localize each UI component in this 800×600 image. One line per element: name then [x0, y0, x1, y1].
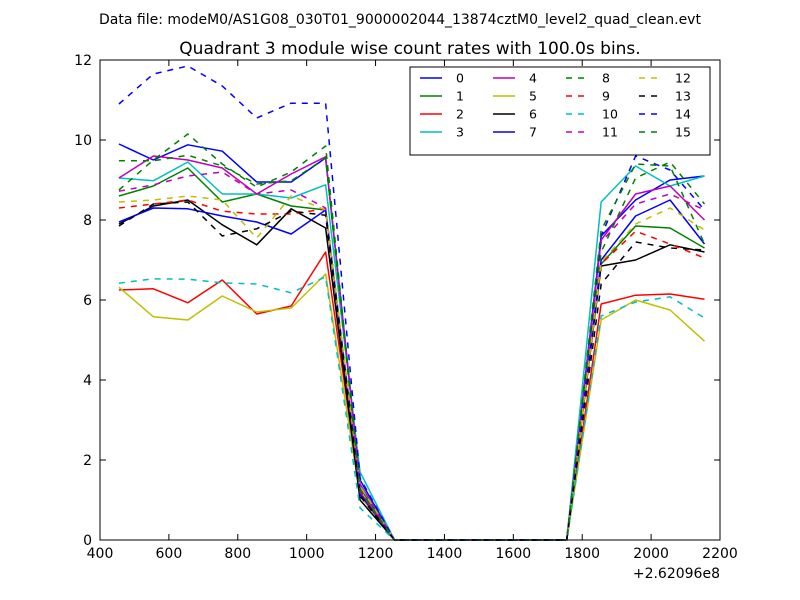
legend-label-12: 12	[675, 71, 691, 86]
series-line-5	[118, 273, 706, 541]
legend-label-4: 4	[529, 71, 537, 86]
legend-label-5: 5	[529, 89, 537, 104]
chart-title: Quadrant 3 module wise count rates with …	[179, 39, 640, 59]
legend-label-0: 0	[456, 71, 464, 86]
y-tick-label-10: 10	[74, 133, 92, 149]
y-tick-label-4: 4	[83, 373, 92, 389]
y-tick-label-8: 8	[83, 213, 92, 229]
figure-suptitle: Data file: modeM0/AS1G08_030T01_90000020…	[99, 12, 701, 28]
x-tick-label-600: 600	[156, 546, 183, 562]
x-tick-label-2200: 2200	[702, 546, 738, 562]
x-tick-label-2000: 2000	[633, 546, 669, 562]
legend-label-6: 6	[529, 107, 537, 122]
legend-label-13: 13	[675, 89, 691, 104]
legend-label-14: 14	[675, 107, 691, 122]
x-tick-label-800: 800	[224, 546, 251, 562]
legend-label-11: 11	[602, 125, 618, 140]
series-line-10	[118, 276, 705, 541]
x-tick-label-1600: 1600	[496, 546, 532, 562]
series-line-14	[118, 65, 706, 541]
legend-label-15: 15	[675, 125, 691, 140]
series-line-7	[118, 199, 706, 541]
legend-label-7: 7	[529, 125, 537, 140]
legend-label-1: 1	[456, 89, 464, 104]
series-line-15	[118, 154, 706, 541]
legend-label-2: 2	[456, 107, 464, 122]
y-tick-label-6: 6	[83, 293, 92, 309]
series-line-11	[118, 171, 705, 541]
legend-label-8: 8	[602, 71, 610, 86]
x-tick-label-1200: 1200	[358, 546, 394, 562]
x-tick-label-1400: 1400	[427, 546, 463, 562]
legend-label-9: 9	[602, 89, 610, 104]
series-line-6	[118, 199, 705, 541]
x-tick-label-1000: 1000	[289, 546, 325, 562]
legend-box	[409, 66, 711, 156]
series-line-13	[118, 201, 705, 541]
legend-label-10: 10	[602, 107, 618, 122]
series-line-2	[118, 251, 705, 541]
x-axis-offset-label: +2.62096e8	[633, 566, 720, 582]
x-tick-label-1800: 1800	[564, 546, 600, 562]
series-line-0	[118, 143, 705, 541]
legend-label-3: 3	[456, 125, 464, 140]
y-tick-label-12: 12	[74, 53, 92, 69]
series-line-12	[118, 195, 705, 541]
x-tick-label-400: 400	[87, 546, 114, 562]
y-tick-label-2: 2	[83, 453, 92, 469]
series-line-9	[118, 199, 705, 541]
y-tick-label-0: 0	[83, 533, 92, 549]
series-line-8	[118, 133, 706, 541]
